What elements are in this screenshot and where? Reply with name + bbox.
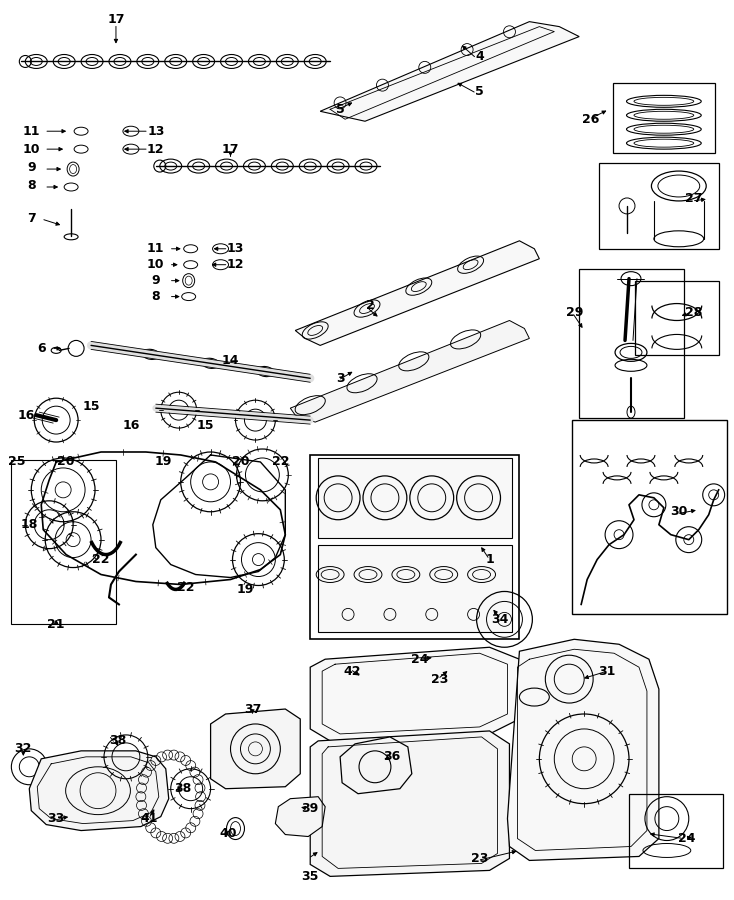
Polygon shape: [340, 737, 412, 794]
Text: 36: 36: [383, 751, 401, 763]
Polygon shape: [211, 709, 300, 788]
Text: 19: 19: [154, 455, 172, 469]
Text: 8: 8: [27, 178, 35, 192]
Polygon shape: [310, 731, 509, 877]
Bar: [318, 458, 512, 537]
Text: 35: 35: [302, 870, 319, 883]
Text: 5: 5: [475, 85, 484, 98]
Polygon shape: [290, 320, 529, 422]
Text: 9: 9: [151, 274, 160, 287]
Text: 38: 38: [174, 782, 192, 796]
Text: 17: 17: [222, 142, 239, 156]
Text: 23: 23: [471, 852, 488, 865]
Text: 13: 13: [227, 242, 244, 256]
Text: 15: 15: [197, 418, 214, 432]
Text: 9: 9: [27, 160, 35, 174]
Text: 38: 38: [109, 734, 126, 747]
Bar: [310, 455, 520, 639]
Text: 2: 2: [366, 299, 374, 312]
Text: 42: 42: [344, 665, 361, 678]
Text: 27: 27: [685, 193, 702, 205]
Text: 10: 10: [147, 258, 164, 271]
Text: 5: 5: [335, 103, 344, 116]
Text: 17: 17: [107, 14, 125, 26]
Text: 16: 16: [122, 418, 139, 432]
Polygon shape: [320, 22, 579, 122]
Text: 23: 23: [431, 672, 448, 686]
Text: 18: 18: [21, 518, 38, 531]
Text: 30: 30: [670, 505, 688, 518]
Polygon shape: [275, 796, 325, 836]
Polygon shape: [29, 751, 169, 831]
Text: 8: 8: [151, 290, 160, 303]
Text: 33: 33: [48, 812, 65, 825]
Text: 22: 22: [272, 455, 289, 469]
Bar: [635, 281, 719, 356]
Text: 29: 29: [565, 306, 583, 319]
Text: 1: 1: [485, 554, 494, 566]
Text: 37: 37: [244, 703, 261, 716]
Text: 41: 41: [140, 812, 158, 825]
Text: 31: 31: [598, 665, 616, 678]
Text: 16: 16: [18, 409, 35, 421]
Text: 7: 7: [27, 212, 36, 225]
Bar: [599, 163, 719, 248]
Text: 25: 25: [7, 455, 25, 469]
Text: 11: 11: [147, 242, 164, 256]
Bar: [613, 84, 715, 153]
Text: 19: 19: [237, 583, 254, 596]
Text: 28: 28: [685, 306, 702, 319]
Text: 11: 11: [23, 125, 40, 138]
Bar: [573, 420, 727, 615]
Text: 13: 13: [147, 125, 164, 138]
Text: 20: 20: [57, 455, 75, 469]
Polygon shape: [507, 639, 659, 860]
Polygon shape: [310, 647, 520, 741]
Text: 26: 26: [583, 112, 600, 126]
Text: 40: 40: [219, 827, 237, 840]
Bar: [318, 544, 512, 633]
Bar: [629, 794, 723, 868]
Text: 24: 24: [411, 652, 429, 666]
Polygon shape: [295, 241, 539, 346]
Text: 32: 32: [15, 742, 32, 755]
Text: 34: 34: [491, 613, 508, 626]
Text: 22: 22: [177, 581, 195, 594]
Text: 15: 15: [82, 400, 100, 413]
Text: 3: 3: [335, 372, 344, 385]
Text: 14: 14: [222, 354, 239, 367]
Text: 24: 24: [678, 832, 696, 845]
Text: 22: 22: [92, 554, 110, 566]
Text: 6: 6: [37, 342, 46, 355]
Text: 20: 20: [232, 455, 250, 469]
Bar: [11, 460, 116, 625]
Text: 4: 4: [475, 50, 484, 63]
Text: 39: 39: [302, 802, 319, 815]
Text: 12: 12: [147, 142, 164, 156]
Text: 12: 12: [227, 258, 244, 271]
Bar: [579, 269, 684, 418]
Text: 21: 21: [48, 617, 65, 631]
Text: 10: 10: [23, 142, 40, 156]
